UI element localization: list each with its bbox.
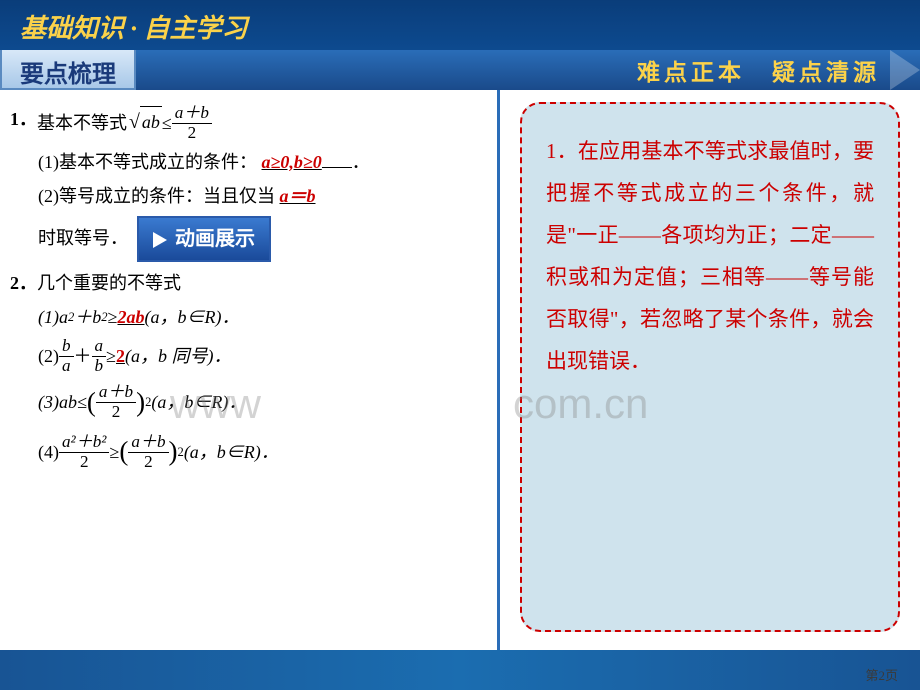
fraction: a＋b 2 <box>172 104 212 143</box>
f-num: a＋b <box>128 433 168 453</box>
f-num: b <box>59 337 74 357</box>
sqrt-inner: ab <box>140 106 162 138</box>
f-den: b <box>92 357 107 376</box>
frac-den: 2 <box>172 124 212 143</box>
sub-item-2-3: (3)ab≤ ( a＋b 2 )2 (a，b∈R)． <box>38 380 483 426</box>
s2-ans: 2 <box>116 341 125 372</box>
sub2-prefix: (2)等号成立的条件：当且仅当 <box>38 186 275 206</box>
anim-btn-label: 动画展示 <box>175 228 255 250</box>
sub-item-2-1: (1)a2＋b2 ≥ 2ab (a，b∈R)． <box>38 302 483 333</box>
subheader-right-text: 难点正本 疑点清源 <box>637 53 880 87</box>
page-number: 第2页 <box>865 665 898 684</box>
sub-item-2-4: (4) a²＋b² 2 ≥ ( a＋b 2 )2 (a，b∈R)． <box>38 429 483 475</box>
f-den: 2 <box>128 453 168 472</box>
right-panel: 1．在应用基本不等式求最值时，要把握不等式成立的三个条件，就是"一正——各项均为… <box>520 102 900 632</box>
sub1-suffix: ． <box>352 152 370 172</box>
sub1-prefix: (1)基本不等式成立的条件： <box>38 152 257 172</box>
fraction: a²＋b² 2 <box>59 433 109 472</box>
f-den: 2 <box>59 453 109 472</box>
s4-tail: (a，b∈R)． <box>184 437 279 468</box>
right-num: 1． <box>546 139 578 163</box>
f-den: a <box>59 357 74 376</box>
play-icon <box>153 232 167 248</box>
s2-head: (2) <box>38 341 59 372</box>
fraction: a＋b 2 <box>96 383 136 422</box>
main-header: 基础知识 · 自主学习 <box>0 0 920 50</box>
left-panel: 1． 基本不等式 ab ≤ a＋b 2 (1)基本不等式成立的条件： a≥0,b… <box>0 90 500 650</box>
tab-label: 要点梳理 <box>20 61 116 88</box>
sub-header: 要点梳理 难点正本 疑点清源 <box>0 50 920 90</box>
paren-close: ) <box>169 429 178 475</box>
f-den: 2 <box>96 403 136 422</box>
item-number: 1． <box>10 104 37 135</box>
paren-open: ( <box>119 429 128 475</box>
sub-item-2-2: (2) b a ＋ a b ≥ 2 (a，b 同号)． <box>38 337 483 376</box>
fraction: a＋b 2 <box>128 433 168 472</box>
frac-num: a＋b <box>172 104 212 124</box>
sub1-answer: a≥0,b≥0 <box>262 152 322 172</box>
fraction: b a <box>59 337 74 376</box>
s1-ge: ≥ <box>108 302 118 333</box>
s1-plus: ＋b <box>74 302 101 333</box>
header-title: 基础知识 · 自主学习 <box>20 14 248 43</box>
s4-head: (4) <box>38 437 59 468</box>
le-sign: ≤ <box>162 108 172 139</box>
f-num: a <box>92 337 107 357</box>
paren-close: ) <box>136 380 145 426</box>
sub2-answer: a＝b <box>280 186 316 206</box>
s2-plus: ＋ <box>74 341 92 372</box>
fraction: a b <box>92 337 107 376</box>
s3-tail: (a，b∈R)． <box>151 387 246 418</box>
sub2-line2: 时取等号． <box>38 223 128 254</box>
sub-item-1-2: (2)等号成立的条件：当且仅当 a＝b <box>38 181 483 212</box>
footer-bar <box>0 650 920 690</box>
s4-ge: ≥ <box>109 437 119 468</box>
paren-open: ( <box>87 380 96 426</box>
s1-ans: 2ab <box>117 302 144 333</box>
f-num: a＋b <box>96 383 136 403</box>
item2-label: 几个重要的不等式 <box>37 268 181 299</box>
s1-tail: (a，b∈R)． <box>144 302 239 333</box>
s3-head: (3)ab≤ <box>38 387 87 418</box>
s2-tail: (a，b 同号)． <box>125 341 232 372</box>
f-num: a²＋b² <box>59 433 109 453</box>
content-area: 1． 基本不等式 ab ≤ a＋b 2 (1)基本不等式成立的条件： a≥0,b… <box>0 90 920 650</box>
arrow-icon <box>890 50 920 90</box>
item-number: 2． <box>10 268 37 299</box>
sqrt-expr: ab <box>127 106 162 140</box>
list-item-1: 1． 基本不等式 ab ≤ a＋b 2 <box>10 104 483 143</box>
right-text: 在应用基本不等式求最值时，要把握不等式成立的三个条件，就是"一正——各项均为正；… <box>546 139 874 373</box>
s1-lhs: (1)a <box>38 302 68 333</box>
sub-item-1-2b: 时取等号． 动画展示 <box>38 216 483 262</box>
item1-label: 基本不等式 <box>37 108 127 139</box>
section-tab: 要点梳理 <box>0 50 136 90</box>
s2-ge: ≥ <box>106 341 116 372</box>
list-item-2: 2． 几个重要的不等式 <box>10 268 483 299</box>
animation-button[interactable]: 动画展示 <box>137 216 271 262</box>
sub-item-1-1: (1)基本不等式成立的条件： a≥0,b≥0 ． <box>38 147 483 178</box>
